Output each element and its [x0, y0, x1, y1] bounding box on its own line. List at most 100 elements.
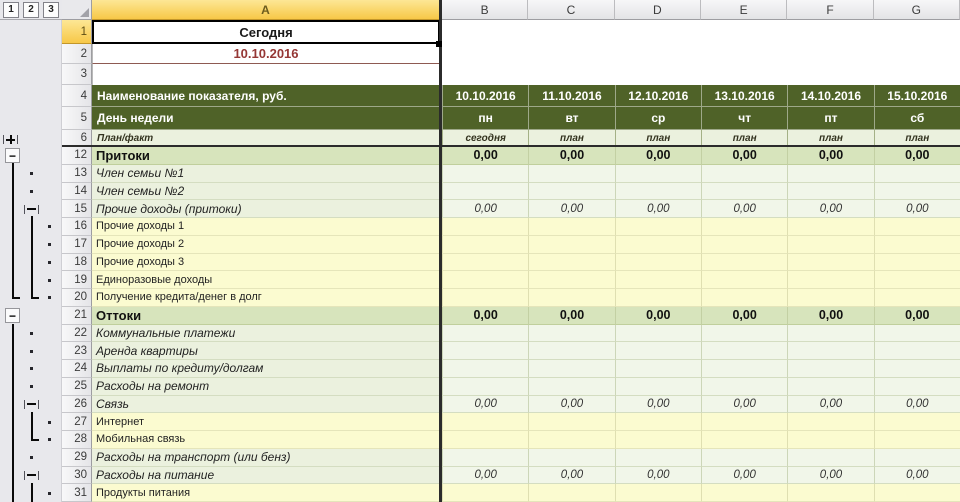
cell-A31[interactable]: Продукты питания [92, 484, 440, 502]
column-header-F[interactable]: F [787, 0, 874, 20]
row-header-30[interactable]: 30 [62, 466, 92, 485]
cell-A30[interactable]: Расходы на питание [92, 466, 440, 485]
cell-B25[interactable] [442, 377, 529, 396]
cell-B28[interactable] [442, 431, 529, 449]
cell-B31[interactable] [442, 484, 529, 502]
cell-E25[interactable] [701, 377, 788, 396]
column-header-D[interactable]: D [614, 0, 701, 20]
row-header-24[interactable]: 24 [62, 360, 92, 378]
cell-G18[interactable] [873, 253, 960, 272]
cell-A1-selected[interactable]: Сегодня [92, 20, 440, 44]
cell-C24[interactable] [528, 360, 615, 378]
cell-E26[interactable]: 0,00 [701, 395, 788, 414]
cell-G19[interactable] [873, 271, 960, 289]
cell-E23[interactable] [701, 342, 788, 360]
cell-A28[interactable]: Мобильная связь [92, 431, 440, 449]
cell-F26[interactable]: 0,00 [787, 395, 874, 414]
cell-D16[interactable] [614, 218, 701, 236]
cell-B19[interactable] [442, 271, 529, 289]
cell-planfact-0[interactable]: сегодня [442, 130, 529, 147]
cell-G26[interactable]: 0,00 [873, 395, 960, 414]
cell-D24[interactable] [614, 360, 701, 378]
column-header-B[interactable]: B [442, 0, 529, 20]
cell-A6-planfact-label[interactable]: План/факт [92, 130, 440, 147]
cell-A25[interactable]: Расходы на ремонт [92, 377, 440, 396]
outline-level-2-button[interactable]: 2 [23, 1, 39, 18]
cell-F19[interactable] [787, 271, 874, 289]
cell-E30[interactable]: 0,00 [701, 466, 788, 485]
cell-A13[interactable]: Член семьи №1 [92, 164, 440, 183]
cell-planfact-1[interactable]: план [528, 130, 615, 147]
cell-C14[interactable] [528, 182, 615, 201]
cell-F20[interactable] [787, 289, 874, 307]
cell-B26[interactable]: 0,00 [442, 395, 529, 414]
cell-weekday-пт[interactable]: пт [787, 107, 874, 130]
cell-planfact-3[interactable]: план [701, 130, 788, 147]
cell-B23[interactable] [442, 342, 529, 360]
cell-F29[interactable] [787, 448, 874, 467]
cell-B18[interactable] [442, 253, 529, 272]
cell-F27[interactable] [787, 413, 874, 431]
cell-G30[interactable]: 0,00 [873, 466, 960, 485]
cell-A5-weekday-label[interactable]: День недели [92, 107, 440, 130]
collapse-group-button-row30[interactable] [24, 470, 41, 480]
cell-planfact-4[interactable]: план [787, 130, 874, 147]
cell-D12[interactable]: 0,00 [614, 147, 701, 165]
cell-G31[interactable] [873, 484, 960, 502]
cell-G27[interactable] [873, 413, 960, 431]
cell-G24[interactable] [873, 360, 960, 378]
cell-E19[interactable] [701, 271, 788, 289]
cell-date-12.10.2016[interactable]: 12.10.2016 [614, 85, 701, 107]
row-header-20[interactable]: 20 [62, 289, 92, 307]
row-header-12[interactable]: 12 [62, 147, 92, 165]
cell-D25[interactable] [614, 377, 701, 396]
cell-C30[interactable]: 0,00 [528, 466, 615, 485]
cell-B16[interactable] [442, 218, 529, 236]
cell-E28[interactable] [701, 431, 788, 449]
cell-C18[interactable] [528, 253, 615, 272]
cell-F31[interactable] [787, 484, 874, 502]
cell-G29[interactable] [873, 448, 960, 467]
collapse-group-button-row15[interactable] [24, 204, 41, 214]
cell-D15[interactable]: 0,00 [614, 200, 701, 218]
row-header-15[interactable]: 15 [62, 200, 92, 218]
cell-A3[interactable] [92, 64, 440, 85]
cell-E22[interactable] [701, 324, 788, 343]
row-header-4[interactable]: 4 [62, 85, 92, 107]
cell-B30[interactable]: 0,00 [442, 466, 529, 485]
row-header-22[interactable]: 22 [62, 324, 92, 343]
cell-C13[interactable] [528, 164, 615, 183]
column-header-E[interactable]: E [701, 0, 788, 20]
cell-G22[interactable] [873, 324, 960, 343]
column-header-C[interactable]: C [528, 0, 615, 20]
cell-F25[interactable] [787, 377, 874, 396]
cell-weekday-чт[interactable]: чт [701, 107, 788, 130]
cell-F28[interactable] [787, 431, 874, 449]
cell-C15[interactable]: 0,00 [528, 200, 615, 218]
cell-F23[interactable] [787, 342, 874, 360]
cell-C22[interactable] [528, 324, 615, 343]
row-header-3[interactable]: 3 [62, 64, 92, 85]
row-header-14[interactable]: 14 [62, 182, 92, 201]
row-header-2[interactable]: 2 [62, 44, 92, 64]
cell-F13[interactable] [787, 164, 874, 183]
cell-B20[interactable] [442, 289, 529, 307]
cell-C23[interactable] [528, 342, 615, 360]
row-header-28[interactable]: 28 [62, 431, 92, 449]
cell-A19[interactable]: Единоразовые доходы [92, 271, 440, 289]
row-header-25[interactable]: 25 [62, 377, 92, 396]
cell-D23[interactable] [614, 342, 701, 360]
cell-C29[interactable] [528, 448, 615, 467]
cell-A4-indicator-label[interactable]: Наименование показателя, руб. [92, 85, 440, 107]
cell-C31[interactable] [528, 484, 615, 502]
cell-E18[interactable] [701, 253, 788, 272]
cell-date-15.10.2016[interactable]: 15.10.2016 [873, 85, 960, 107]
cell-G14[interactable] [873, 182, 960, 201]
row-header-18[interactable]: 18 [62, 253, 92, 272]
cell-weekday-вт[interactable]: вт [528, 107, 615, 130]
expand-group-button-row6[interactable] [3, 134, 22, 145]
cell-weekday-сб[interactable]: сб [873, 107, 960, 130]
cell-C21[interactable]: 0,00 [528, 306, 615, 325]
cell-D18[interactable] [614, 253, 701, 272]
cell-B27[interactable] [442, 413, 529, 431]
